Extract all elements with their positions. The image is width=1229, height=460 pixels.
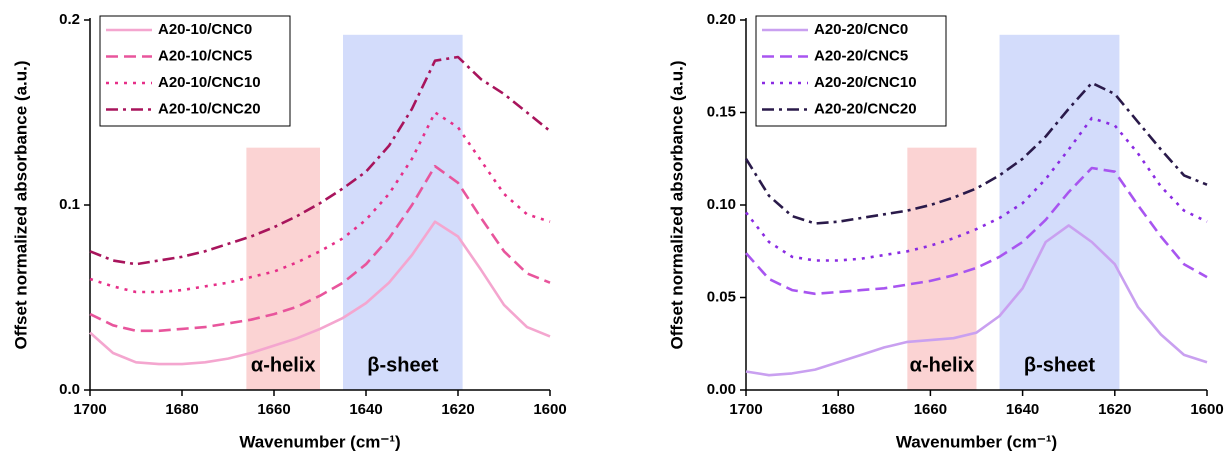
- series-line: [744, 81, 1208, 225]
- x-tick-label: 1620: [1098, 401, 1131, 418]
- y-tick-label: 0.05: [707, 288, 736, 305]
- x-tick-label: 1700: [729, 401, 762, 418]
- region-label: α-helix: [910, 354, 975, 376]
- x-tick-label: 1660: [914, 401, 947, 418]
- series-line: [744, 116, 1208, 262]
- legend-label: A20-20/CNC20: [814, 100, 917, 117]
- legend-label: A20-10/CNC5: [158, 47, 252, 64]
- region: [999, 34, 1120, 391]
- x-tick-label: 1620: [441, 401, 474, 418]
- y-tick-label: 0.2: [59, 11, 80, 28]
- x-tick-label: 1680: [165, 401, 198, 418]
- x-tick-label: 1640: [349, 401, 382, 418]
- y-tick-label: 0.15: [707, 103, 736, 120]
- y-tick-label: 0.20: [707, 11, 736, 28]
- x-tick-label: 1660: [257, 401, 290, 418]
- y-axis-label: Offset normalized absorbance (a.u.): [667, 60, 686, 349]
- series-line: [89, 220, 551, 366]
- legend-label: A20-10/CNC20: [158, 100, 261, 117]
- region-label: α-helix: [251, 354, 316, 376]
- series-line: [745, 166, 1208, 296]
- chart: α-helix β-sheet 0.0 0.1 0.2 1700 1680 1660 1640 1…: [11, 11, 566, 452]
- legend-box: [755, 15, 947, 127]
- y-tick-label: 0.1: [59, 196, 80, 213]
- region-label: β-sheet: [1024, 354, 1095, 376]
- legend-label: A20-10/CNC0: [158, 21, 252, 38]
- chart: α-helix β-sheet 0.00 0.05 0.10 0.15 0.20 1700 16…: [667, 11, 1223, 452]
- x-axis-label: Wavenumber (cm⁻¹): [239, 432, 400, 451]
- legend-label: A20-20/CNC5: [814, 47, 908, 64]
- series-line: [89, 164, 551, 333]
- x-tick-label: 1600: [1190, 401, 1223, 418]
- x-tick-label: 1600: [533, 401, 566, 418]
- legend-box: [99, 15, 291, 127]
- y-tick-label: 0.0: [59, 381, 80, 398]
- region: [343, 34, 463, 391]
- x-axis-label: Wavenumber (cm⁻¹): [896, 432, 1057, 451]
- series-line: [89, 55, 551, 266]
- legend-label: A20-20/CNC10: [814, 74, 917, 91]
- x-tick-label: 1640: [1006, 401, 1039, 418]
- x-tick-label: 1680: [822, 401, 855, 418]
- region-label: β-sheet: [367, 354, 438, 376]
- y-axis-label: Offset normalized absorbance (a.u.): [11, 60, 30, 349]
- series-line: [745, 224, 1208, 377]
- x-tick-label: 1700: [73, 401, 106, 418]
- legend-label: A20-20/CNC0: [814, 21, 908, 38]
- region: [907, 147, 977, 390]
- legend-label: A20-10/CNC10: [158, 74, 261, 91]
- y-tick-label: 0.00: [707, 381, 736, 398]
- y-tick-label: 0.10: [707, 196, 736, 213]
